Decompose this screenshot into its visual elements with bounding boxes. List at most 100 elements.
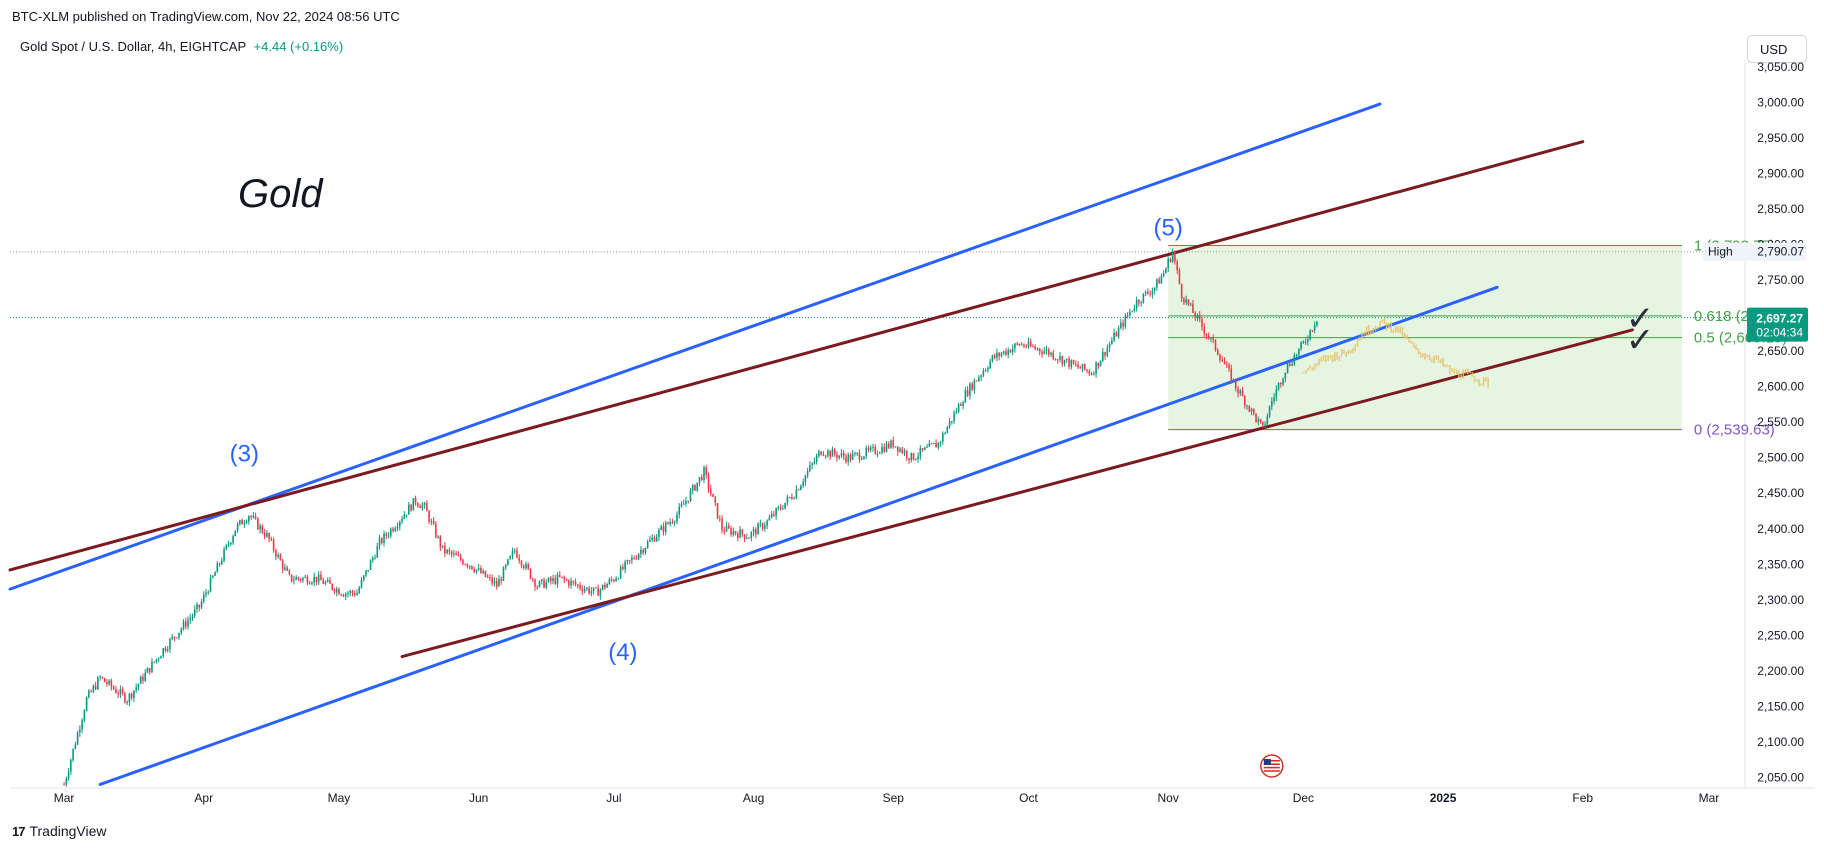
candle-body[interactable] xyxy=(326,579,329,582)
candle-body[interactable] xyxy=(980,375,982,378)
candle-body[interactable] xyxy=(955,411,958,413)
candle-body[interactable] xyxy=(79,729,81,733)
candle-body[interactable] xyxy=(162,648,165,657)
candle-body[interactable] xyxy=(599,589,602,596)
candle-body[interactable] xyxy=(371,557,374,561)
candle-body[interactable] xyxy=(725,525,728,532)
candle-body[interactable] xyxy=(608,579,611,584)
candle-body[interactable] xyxy=(160,656,162,659)
candle-body[interactable] xyxy=(764,525,766,529)
candle-body[interactable] xyxy=(401,518,403,522)
candle-body[interactable] xyxy=(261,525,264,533)
candle-body[interactable] xyxy=(953,412,955,422)
candle-body[interactable] xyxy=(773,514,775,516)
candle-body[interactable] xyxy=(885,443,888,452)
candle-body[interactable] xyxy=(482,570,484,574)
candle-body[interactable] xyxy=(295,577,297,581)
candle-body[interactable] xyxy=(818,451,820,456)
candle-body[interactable] xyxy=(698,477,701,483)
candle-body[interactable] xyxy=(1009,349,1012,353)
candle-body[interactable] xyxy=(660,526,662,530)
candle-body[interactable] xyxy=(137,683,140,688)
candle-body[interactable] xyxy=(590,591,593,594)
candle-body[interactable] xyxy=(1237,388,1239,394)
trendline-lower-maroon[interactable] xyxy=(400,328,1634,659)
candle-body[interactable] xyxy=(655,536,658,542)
symbol-title[interactable]: Gold Spot / U.S. Dollar, 4h, EIGHTCAP xyxy=(20,39,246,54)
candle-body[interactable] xyxy=(196,604,198,610)
candle-body[interactable] xyxy=(1016,343,1019,345)
candle-body[interactable] xyxy=(1106,347,1109,356)
candle-body[interactable] xyxy=(171,636,174,640)
candle-body[interactable] xyxy=(362,575,365,580)
candle-body[interactable] xyxy=(320,574,322,581)
candle-body[interactable] xyxy=(1088,370,1091,374)
candle-body[interactable] xyxy=(1169,259,1172,262)
candle-body[interactable] xyxy=(694,485,696,491)
candle-body[interactable] xyxy=(130,693,133,698)
candle-body[interactable] xyxy=(101,676,104,679)
candle-body[interactable] xyxy=(809,465,811,472)
candle-body[interactable] xyxy=(748,537,750,539)
candle-body[interactable] xyxy=(184,621,187,627)
candle-body[interactable] xyxy=(333,589,336,593)
trendline-upper-maroon[interactable] xyxy=(8,140,1585,572)
candle-body[interactable] xyxy=(72,748,74,760)
candle-body[interactable] xyxy=(189,617,192,621)
candle-body[interactable] xyxy=(117,692,119,695)
candle-body[interactable] xyxy=(723,530,726,532)
candle-body[interactable] xyxy=(164,648,167,651)
candle-body[interactable] xyxy=(311,582,313,584)
candle-body[interactable] xyxy=(730,528,732,535)
candle-body[interactable] xyxy=(511,551,514,556)
candle-body[interactable] xyxy=(266,532,268,537)
candle-body[interactable] xyxy=(822,454,825,456)
candle-body[interactable] xyxy=(290,574,293,582)
candle-body[interactable] xyxy=(191,615,194,618)
candle-body[interactable] xyxy=(1243,396,1246,406)
candle-body[interactable] xyxy=(759,523,762,525)
candle-body[interactable] xyxy=(394,528,397,532)
candle-body[interactable] xyxy=(867,448,870,450)
candle-body[interactable] xyxy=(1149,293,1151,295)
candle-body[interactable] xyxy=(367,569,370,571)
candle-body[interactable] xyxy=(973,380,976,390)
candle-body[interactable] xyxy=(811,463,813,466)
candle-body[interactable] xyxy=(971,383,973,390)
candle-body[interactable] xyxy=(128,693,131,703)
us-flag-icon[interactable] xyxy=(1260,754,1284,778)
candle-body[interactable] xyxy=(951,421,953,423)
candle-body[interactable] xyxy=(1311,330,1314,332)
candle-body[interactable] xyxy=(97,677,99,690)
candle-body[interactable] xyxy=(1153,287,1156,291)
candle-body[interactable] xyxy=(1126,315,1129,317)
candle-body[interactable] xyxy=(939,441,942,443)
candle-body[interactable] xyxy=(121,689,124,694)
candle-body[interactable] xyxy=(998,352,1000,357)
candle-body[interactable] xyxy=(942,433,944,442)
candle-body[interactable] xyxy=(299,578,302,581)
candle-body[interactable] xyxy=(547,577,550,582)
candle-body[interactable] xyxy=(1234,379,1237,389)
candle-body[interactable] xyxy=(631,557,633,561)
candle-body[interactable] xyxy=(752,529,755,533)
candle-body[interactable] xyxy=(502,567,505,581)
candle-body[interactable] xyxy=(1216,350,1219,355)
candle-body[interactable] xyxy=(736,533,739,538)
candle-body[interactable] xyxy=(239,520,241,524)
candle-body[interactable] xyxy=(1307,339,1309,342)
candle-body[interactable] xyxy=(703,467,705,480)
candle-body[interactable] xyxy=(277,554,279,557)
candle-body[interactable] xyxy=(495,581,498,587)
candle-body[interactable] xyxy=(928,443,931,447)
candle-body[interactable] xyxy=(804,475,807,483)
candle-body[interactable] xyxy=(1020,344,1023,346)
candle-body[interactable] xyxy=(74,744,77,749)
candle-body[interactable] xyxy=(1115,332,1118,337)
candle-body[interactable] xyxy=(935,443,937,448)
candle-body[interactable] xyxy=(849,454,852,460)
candle-body[interactable] xyxy=(705,467,708,475)
candle-body[interactable] xyxy=(297,577,300,579)
candle-body[interactable] xyxy=(815,455,818,462)
candle-body[interactable] xyxy=(718,518,721,520)
